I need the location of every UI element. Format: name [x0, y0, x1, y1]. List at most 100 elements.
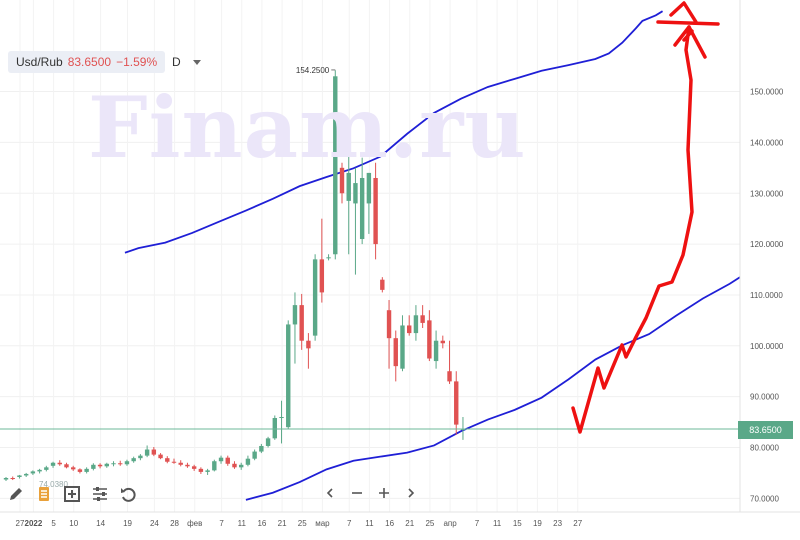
candle — [151, 446, 157, 457]
candle — [252, 449, 257, 461]
x-tick-label: 21 — [278, 519, 287, 528]
candle-body — [10, 478, 15, 480]
x-tick-label: 19 — [123, 519, 132, 528]
max-price-label: 154.2500 — [296, 66, 330, 75]
x-tick-label: 16 — [385, 519, 394, 528]
drawing-toolbar — [6, 484, 138, 504]
candle-body — [393, 338, 398, 367]
candle-body — [326, 257, 331, 259]
x-tick-label: 25 — [425, 519, 434, 528]
candle — [104, 462, 109, 468]
candle-body — [185, 464, 190, 467]
pencil-icon[interactable] — [6, 484, 26, 504]
candle-body — [454, 381, 459, 425]
candle — [306, 333, 311, 369]
last-price-tag: 83.6500 — [738, 421, 793, 439]
candle — [37, 468, 42, 474]
undo-icon[interactable] — [118, 484, 138, 504]
candle-body — [111, 463, 116, 465]
candle — [205, 468, 210, 475]
candle-body — [353, 183, 358, 204]
candle-body — [346, 172, 351, 201]
candle-body — [71, 467, 76, 470]
candle — [158, 453, 163, 460]
candle — [380, 277, 385, 293]
candle — [299, 293, 304, 350]
candle — [454, 371, 459, 435]
candle — [77, 468, 83, 474]
settings-sliders-icon[interactable] — [90, 484, 110, 504]
candle-body — [339, 167, 345, 194]
x-tick-label: 7 — [219, 519, 224, 528]
candle-body — [84, 468, 89, 472]
x-tick-label: 7 — [347, 519, 352, 528]
candle — [407, 315, 412, 336]
document-icon[interactable] — [34, 484, 54, 504]
candle-body — [279, 416, 284, 419]
candle-body — [252, 451, 257, 459]
x-tick-label: мар — [315, 519, 330, 528]
candle — [198, 467, 204, 474]
x-tick-label: 11 — [238, 519, 247, 528]
candle-body — [427, 320, 432, 359]
candle-body — [286, 324, 291, 428]
plus-icon[interactable] — [376, 485, 392, 501]
candle-body — [447, 371, 452, 382]
y-tick-label: 140.0000 — [750, 138, 784, 147]
x-tick-label: 7 — [475, 519, 480, 528]
candle-body — [104, 463, 109, 467]
candle-body — [50, 462, 56, 466]
candle-body — [272, 418, 277, 439]
candle-body — [198, 468, 204, 472]
candle-body — [373, 177, 378, 245]
candle — [111, 461, 116, 467]
candle — [178, 460, 183, 467]
chevron-right-icon[interactable] — [403, 485, 419, 501]
x-tick-label: 24 — [150, 519, 159, 528]
ticker-selector[interactable]: Usd/Rub 83.6500 −1.59% — [8, 51, 166, 73]
candle — [393, 330, 398, 382]
ticker-change: −1.59% — [116, 55, 158, 69]
candle — [413, 305, 419, 341]
candle — [97, 463, 103, 469]
candle — [232, 461, 237, 469]
candle — [64, 462, 69, 469]
chevron-left-icon[interactable] — [322, 485, 338, 501]
timeframe-selector[interactable]: D — [172, 55, 201, 69]
candle — [427, 310, 432, 362]
y-tick-label: 150.0000 — [750, 88, 784, 97]
candle-body — [380, 279, 385, 290]
candle — [259, 443, 264, 454]
x-tick-label: 14 — [96, 519, 105, 528]
candle — [460, 416, 466, 440]
x-tick-label: 5 — [51, 519, 56, 528]
candle-body — [91, 464, 96, 469]
candle — [118, 460, 123, 466]
candle — [326, 254, 331, 261]
candle-body — [299, 305, 304, 341]
candle-body — [319, 259, 325, 293]
candle-body — [138, 455, 143, 459]
candle-body — [97, 464, 103, 467]
candle — [239, 462, 244, 470]
watermark: Finam.ru — [88, 78, 527, 177]
candle — [23, 472, 29, 477]
candle-body — [218, 457, 224, 462]
candle-body — [64, 464, 69, 468]
candlestick-series — [3, 70, 466, 482]
candle-body — [30, 471, 36, 474]
x-tick-label: 21 — [405, 519, 414, 528]
candle-body — [3, 478, 9, 480]
candle — [245, 455, 251, 467]
candle-body — [178, 462, 183, 465]
price-overlay: 154.2500 — [0, 66, 740, 430]
candle — [30, 470, 36, 475]
candle — [84, 467, 89, 474]
add-indicator-icon[interactable] — [62, 484, 82, 504]
timeframe-label: D — [172, 55, 181, 69]
candle — [292, 292, 298, 364]
candle-body — [245, 458, 251, 465]
minus-icon[interactable] — [349, 485, 365, 501]
chart-navigation — [322, 485, 419, 501]
